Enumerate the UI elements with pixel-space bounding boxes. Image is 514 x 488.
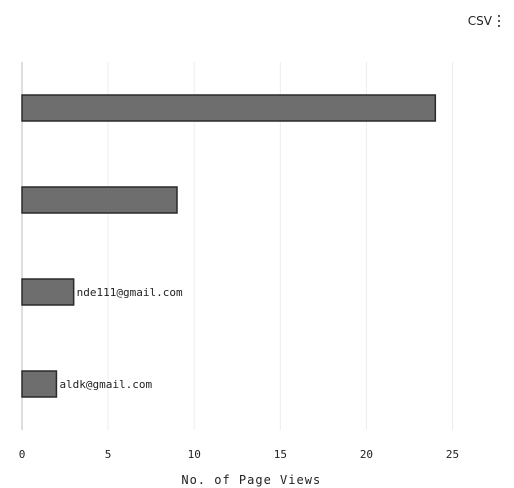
x-tick-label-1: 5	[105, 448, 112, 461]
bar-3	[21, 370, 58, 398]
x-tick-label-2: 10	[188, 448, 201, 461]
x-axis-title: No. of Page Views	[181, 473, 321, 487]
csv-export-button[interactable]: CSV	[468, 14, 500, 28]
bar-2	[21, 278, 75, 306]
bar-label-3: aldk@gmail.com	[59, 378, 152, 391]
x-tick-label-4: 20	[360, 448, 373, 461]
csv-label: CSV	[467, 14, 492, 28]
x-tick-label-3: 15	[274, 448, 287, 461]
bar-0	[21, 94, 437, 122]
bar-1	[21, 186, 178, 214]
kebab-menu-icon[interactable]	[498, 15, 500, 27]
bar-label-2: nde111@gmail.com	[77, 286, 183, 299]
x-tick-label-0: 0	[19, 448, 26, 461]
x-tick-label-5: 25	[446, 448, 459, 461]
